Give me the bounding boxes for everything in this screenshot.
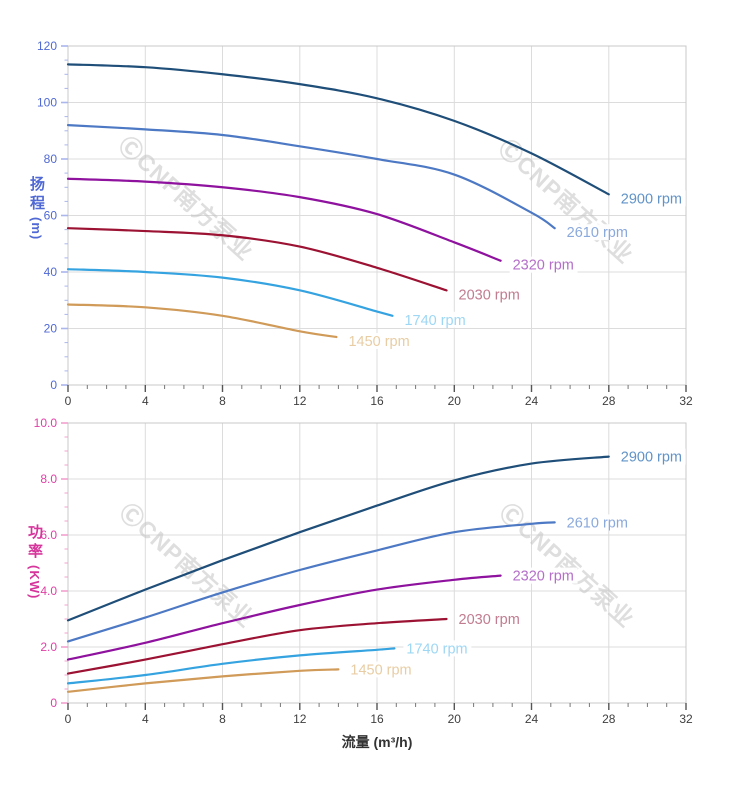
curve-label-bg xyxy=(617,448,686,465)
curve-label-bg xyxy=(347,661,416,678)
x-tick-label: 28 xyxy=(602,394,616,408)
flow-axis-title: 流量 (m³/h) xyxy=(341,734,413,750)
y-tick-label: 10.0 xyxy=(34,416,58,430)
x-tick-label: 32 xyxy=(679,712,693,726)
x-tick-label: 16 xyxy=(370,712,384,726)
curve-2610-rpm xyxy=(66,521,556,643)
curve-label-2900-rpm: 2900 rpm xyxy=(621,450,682,466)
y-tick-label: 20 xyxy=(44,322,58,336)
curve-label-1740-rpm: 1740 rpm xyxy=(406,641,467,657)
curve-label-1450-rpm: 1450 rpm xyxy=(350,662,411,678)
x-tick-label: 16 xyxy=(370,394,384,408)
power-axis-unit: (KW) xyxy=(26,565,42,600)
curve-1740-rpm xyxy=(66,647,396,685)
curve-2030-rpm xyxy=(66,227,448,292)
curve-label-2610-rpm: 2610 rpm xyxy=(567,225,628,241)
x-tick-label: 0 xyxy=(65,394,72,408)
x-tick-label: 24 xyxy=(525,712,539,726)
x-tick-label: 8 xyxy=(219,712,226,726)
curve-label-bg xyxy=(401,311,470,328)
y-tick-label: 100 xyxy=(37,96,57,110)
curve-label-2320-rpm: 2320 rpm xyxy=(513,258,574,274)
curve-label-bg xyxy=(403,640,472,657)
curve-1740-rpm xyxy=(66,268,394,317)
y-tick-label: 120 xyxy=(37,39,57,53)
x-tick-label: 12 xyxy=(293,394,307,408)
power-y-axis-title: 功率 (KW) xyxy=(25,524,43,599)
x-tick-label: 28 xyxy=(602,712,616,726)
curve-2030-rpm xyxy=(66,617,448,675)
watermark: ⒸCNP南方泵业 xyxy=(494,134,639,268)
y-tick-label: 40 xyxy=(44,265,58,279)
curve-1450-rpm xyxy=(66,668,340,693)
x-tick-label: 0 xyxy=(65,712,72,726)
x-tick-label: 4 xyxy=(142,712,149,726)
x-tick-label: 24 xyxy=(525,394,539,408)
curve-label-bg xyxy=(455,611,524,627)
head-axis-label: 扬程 xyxy=(28,176,45,214)
x-tick-label: 20 xyxy=(448,712,462,726)
curve-label-bg xyxy=(617,190,686,207)
y-tick-label: 60 xyxy=(44,209,58,223)
x-tick-label: 8 xyxy=(219,394,226,408)
x-tick-label: 12 xyxy=(293,712,307,726)
curve-label-bg xyxy=(509,567,578,584)
watermark: ⒸCNP南方泵业 xyxy=(114,131,259,265)
power-axis-label: 功率 xyxy=(26,524,43,562)
curve-label-1450-rpm: 1450 rpm xyxy=(348,334,409,350)
head-axis-unit: (m) xyxy=(28,217,44,241)
curve-label-2030-rpm: 2030 rpm xyxy=(459,287,520,303)
curve-label-2320-rpm: 2320 rpm xyxy=(513,569,574,585)
curve-2610-rpm xyxy=(66,124,556,230)
curve-label-2900-rpm: 2900 rpm xyxy=(621,191,682,207)
curve-label-2610-rpm: 2610 rpm xyxy=(567,515,628,531)
curve-1450-rpm xyxy=(66,303,338,339)
curve-label-bg xyxy=(345,332,414,349)
x-tick-label: 32 xyxy=(679,394,693,408)
curve-label-bg xyxy=(563,514,632,531)
y-tick-label: 0 xyxy=(50,378,57,392)
x-tick-label: 20 xyxy=(448,394,462,408)
watermark: ⒸCNP南方泵业 xyxy=(115,498,260,632)
y-tick-label: 0 xyxy=(50,696,57,710)
curve-2900-rpm xyxy=(66,455,610,622)
curve-2320-rpm xyxy=(66,177,502,262)
y-tick-label: 4.0 xyxy=(40,584,57,598)
y-tick-label: 2.0 xyxy=(40,640,57,654)
y-tick-label: 80 xyxy=(44,152,58,166)
curve-label-1740-rpm: 1740 rpm xyxy=(404,313,465,329)
y-tick-label: 8.0 xyxy=(40,472,57,486)
curve-2900-rpm xyxy=(66,63,610,196)
y-tick-label: 6.0 xyxy=(40,528,57,542)
curve-label-bg xyxy=(455,286,524,303)
x-tick-label: 4 xyxy=(142,394,149,408)
curve-label-bg xyxy=(509,256,578,273)
curve-2320-rpm xyxy=(66,574,502,661)
curve-label-2030-rpm: 2030 rpm xyxy=(459,612,520,628)
curve-label-bg xyxy=(563,224,632,241)
head-y-axis-title: 扬程 (m) xyxy=(27,176,45,240)
